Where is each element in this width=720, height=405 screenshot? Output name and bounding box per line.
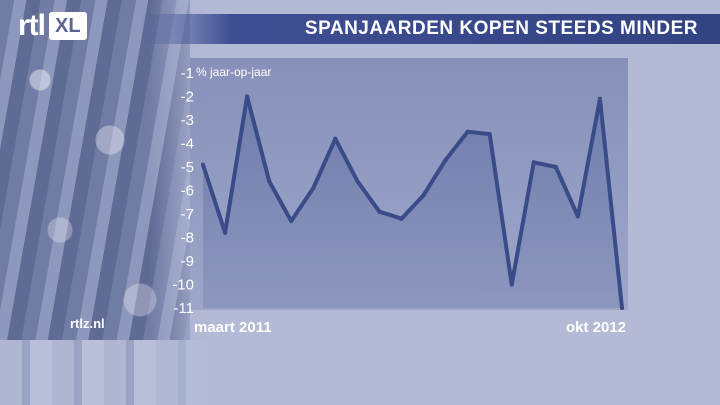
x-axis-start-label: maart 2011	[194, 319, 272, 336]
y-tick-label: -8	[181, 230, 194, 247]
y-tick-label: -9	[181, 253, 194, 270]
y-tick-label: -10	[172, 277, 194, 294]
y-tick-label: -4	[181, 136, 194, 153]
data-point	[443, 157, 448, 162]
y-tick-label: -5	[181, 159, 194, 176]
series-line-segment	[443, 129, 470, 162]
series-line-segment	[289, 186, 316, 224]
data-point	[465, 129, 470, 134]
series-line-segment	[509, 160, 536, 287]
data-point	[223, 230, 228, 235]
data-point	[377, 209, 382, 214]
data-point	[553, 165, 558, 169]
data-point	[245, 94, 250, 99]
data-point	[333, 136, 338, 141]
data-point	[201, 162, 205, 167]
data-point	[289, 219, 294, 224]
series-line-segment	[333, 136, 360, 184]
series-line-segment	[377, 209, 404, 221]
data-point	[355, 179, 360, 184]
source-credit: rtlz.nl	[70, 316, 105, 331]
y-axis-ticks: -1 -2 -3 -4 -5 -6 -7 -8 -9 -10 -11	[172, 65, 194, 317]
y-tick-label: -2	[181, 89, 194, 106]
data-point	[311, 186, 316, 191]
y-axis-unit-label: % jaar-op-jaar	[196, 65, 271, 79]
series-line-segment	[399, 193, 426, 221]
data-point	[487, 132, 492, 137]
series-line-segment	[201, 162, 228, 235]
series-line-segment	[575, 96, 602, 219]
series-line-segment	[531, 160, 558, 169]
series-line-segment	[421, 157, 448, 198]
logo-xl-badge: XL	[49, 12, 87, 40]
series-line-segment	[487, 132, 514, 287]
y-tick-label: -3	[181, 112, 194, 129]
data-point	[597, 96, 602, 101]
data-point	[509, 282, 514, 287]
series-line-segment	[597, 96, 624, 310]
series-line-segment	[465, 129, 492, 137]
series-line-segment	[223, 94, 250, 235]
data-point	[399, 216, 404, 221]
series-line-segment	[311, 136, 338, 191]
data-point	[620, 306, 624, 310]
y-tick-label: -11	[173, 300, 194, 317]
channel-logo: rtl XL	[18, 8, 87, 44]
data-point	[267, 179, 272, 184]
series-line-segment	[355, 179, 382, 214]
chart-title: SPANJAARDEN KOPEN STEEDS MINDER	[304, 18, 698, 39]
logo-rtl-text: rtl	[18, 9, 46, 42]
data-point	[421, 193, 426, 198]
title-bar: SPANJAARDEN KOPEN STEEDS MINDER	[140, 14, 720, 44]
series-line-segment	[245, 94, 272, 184]
series-line	[201, 94, 624, 310]
y-tick-label: -7	[181, 206, 194, 223]
series-line-segment	[267, 179, 294, 224]
y-tick-label: -1	[181, 65, 194, 82]
y-tick-label: -6	[181, 183, 194, 200]
x-axis-end-label: okt 2012	[566, 319, 626, 336]
data-point	[575, 214, 580, 219]
series-line-segment	[553, 165, 580, 219]
data-point	[531, 160, 536, 165]
